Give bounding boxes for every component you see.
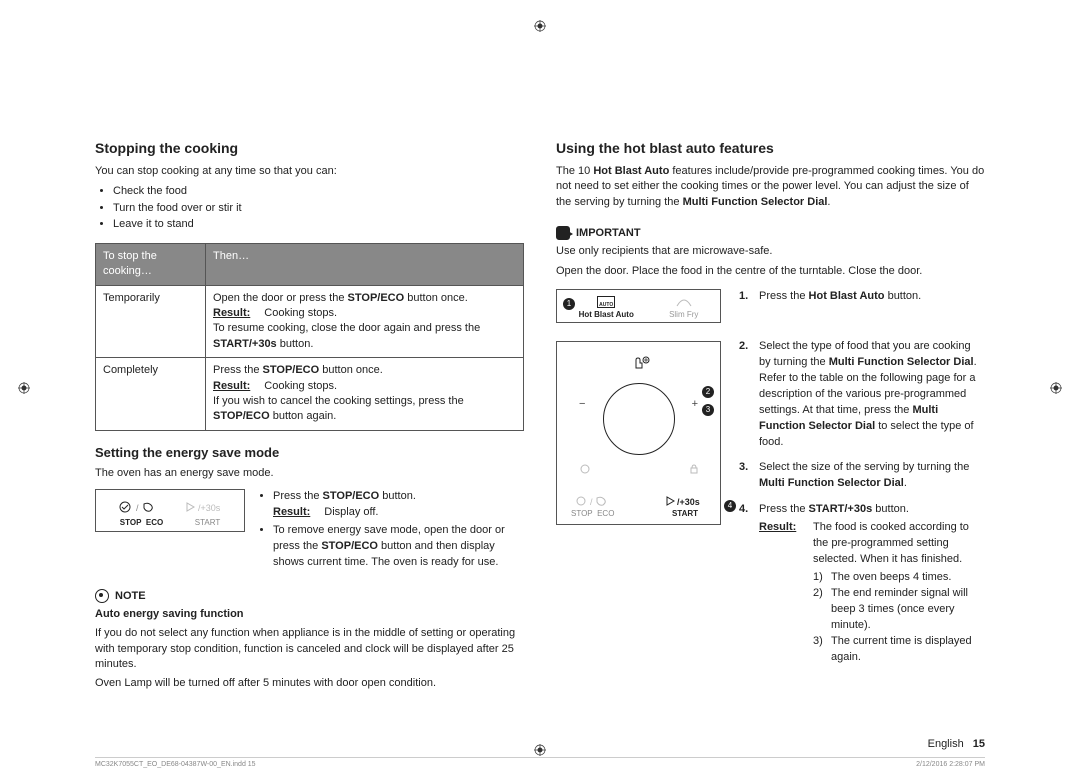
table-cell: Open the door or press the STOP/ECO butt… (206, 285, 524, 358)
minus-label: − (579, 398, 585, 410)
print-date: 2/12/2016 2:28:07 PM (916, 761, 985, 768)
start-icon: /+30s (184, 500, 224, 516)
bullet-item: Turn the food over or stir it (113, 200, 524, 217)
table-cell: Temporarily (96, 285, 206, 358)
file-name: MC32K7055CT_EO_DE68-04387W-00_EN.indd 15 (95, 761, 256, 768)
svg-text:/: / (590, 497, 593, 507)
table-row: Temporarily Open the door or press the S… (96, 285, 524, 358)
step-badge-3: 3 (702, 404, 714, 416)
step-item: Select the type of food that you are coo… (739, 339, 985, 451)
important-icon (556, 226, 570, 240)
bullet-item: Check the food (113, 183, 524, 200)
step-item: Press the Hot Blast Auto button. (739, 289, 985, 305)
important-text: Use only recipients that are microwave-s… (556, 244, 985, 259)
energy-steps: Press the STOP/ECO button. Result:Displa… (259, 489, 524, 573)
svg-text:/: / (136, 503, 139, 513)
hotblast-intro: The 10 Hot Blast Auto features include/p… (556, 164, 985, 210)
heading-stopping: Stopping the cooking (95, 140, 524, 156)
svg-text:/+30s: /+30s (198, 503, 221, 513)
note-title: Auto energy saving function (95, 607, 524, 622)
heading-energy: Setting the energy save mode (95, 445, 524, 460)
touch-icon (567, 356, 710, 373)
stop-eco-label: / STOP ECO (571, 495, 614, 518)
lock-icon (688, 463, 700, 477)
result-label: Result: (273, 506, 310, 518)
stop-table: To stop the cooking… Then… Temporarily O… (95, 243, 524, 431)
start-label: /+30s START (664, 495, 706, 518)
bullet-item: Leave it to stand (113, 216, 524, 233)
crop-mark-bottom (534, 744, 546, 756)
energy-intro: The oven has an energy save mode. (95, 466, 524, 481)
note-text: If you do not select any function when a… (95, 626, 524, 672)
important-heading: IMPORTANT (556, 226, 985, 240)
stopping-intro: You can stop cooking at any time so that… (95, 164, 524, 179)
step-badge-1: 1 (563, 298, 575, 310)
important-text: Open the door. Place the food in the cen… (556, 264, 985, 279)
crop-mark-right (1050, 382, 1062, 394)
dial-diagram: − + 2 3 / STOP ECO (556, 341, 721, 525)
svg-text:/+30s: /+30s (677, 497, 700, 507)
result-label: Result: (213, 380, 250, 392)
sub-item: 1)The oven beeps 4 times. (813, 570, 985, 586)
table-row: Completely Press the STOP/ECO button onc… (96, 358, 524, 431)
hotblast-icon (597, 296, 615, 308)
step-item: Select the size of the serving by turnin… (739, 460, 985, 492)
table-head: Then… (206, 243, 524, 285)
page-footer: English 15 (928, 738, 985, 750)
result-sublist: 1)The oven beeps 4 times. 2)The end remi… (813, 570, 985, 666)
table-cell: Completely (96, 358, 206, 431)
heading-hotblast: Using the hot blast auto features (556, 140, 985, 156)
step-badge-2: 2 (702, 386, 714, 398)
crop-mark-left (18, 382, 30, 394)
result-label: Result: (759, 520, 803, 665)
stopping-bullets: Check the food Turn the food over or sti… (95, 183, 524, 233)
hotblast-steps: Press the Hot Blast Auto button. Select … (739, 289, 985, 676)
stop-eco-icon: / (116, 500, 160, 516)
selector-dial (603, 383, 675, 455)
sub-item: 2)The end reminder signal will beep 3 ti… (813, 586, 985, 634)
slimfry-icon (675, 296, 693, 308)
print-footer: MC32K7055CT_EO_DE68-04387W-00_EN.indd 15… (95, 757, 985, 768)
step-badge-4: 4 (724, 500, 736, 512)
plus-label: + (692, 398, 698, 410)
energy-step: Press the STOP/ECO button. Result:Displa… (273, 489, 524, 521)
note-heading: NOTE (95, 589, 524, 603)
table-head: To stop the cooking… (96, 243, 206, 285)
left-column: Stopping the cooking You can stop cookin… (95, 140, 524, 696)
off-icon (577, 463, 593, 477)
table-cell: Press the STOP/ECO button once. Result:C… (206, 358, 524, 431)
diagram-column: 1 Hot Blast Auto Slim Fry − + 2 3 (556, 289, 721, 525)
crop-mark-top (534, 20, 546, 32)
note-icon (95, 589, 109, 603)
footer-lang: English (928, 738, 964, 750)
energy-step: To remove energy save mode, open the doo… (273, 523, 524, 571)
footer-page: 15 (973, 738, 985, 750)
result-label: Result: (213, 307, 250, 319)
control-panel-diagram: / /+30s STOP ECO START (95, 489, 245, 532)
sub-item: 3)The current time is displayed again. (813, 634, 985, 666)
note-text: Oven Lamp will be turned off after 5 min… (95, 676, 524, 691)
step-item: Press the START/+30s button. Result: The… (739, 502, 985, 665)
mode-selector-diagram: 1 Hot Blast Auto Slim Fry (556, 289, 721, 323)
right-column: Using the hot blast auto features The 10… (556, 140, 985, 696)
